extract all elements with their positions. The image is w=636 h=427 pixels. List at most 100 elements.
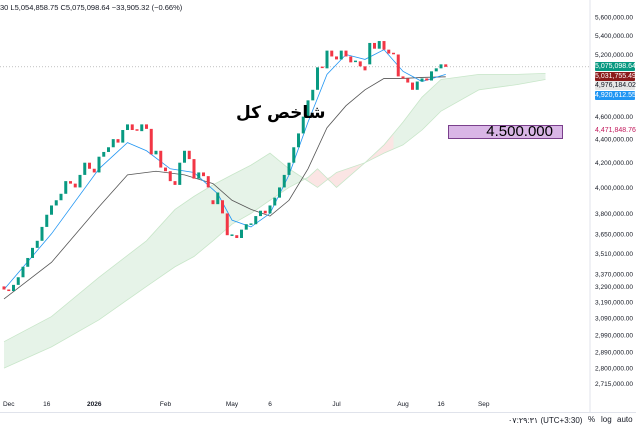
candle <box>263 210 267 214</box>
candle <box>392 52 395 55</box>
candle <box>444 64 448 67</box>
candle <box>35 240 39 248</box>
candle <box>249 223 253 225</box>
candle <box>325 50 329 69</box>
price-tag: 4,920,612.55 <box>595 90 636 100</box>
candle <box>88 162 91 169</box>
chart-canvas[interactable]: 5,600,000.005,400,000.005,200,000.005,00… <box>0 0 636 412</box>
candle <box>373 42 376 49</box>
x-tick-label: Aug <box>397 401 409 408</box>
candle <box>135 129 139 131</box>
candle <box>140 124 144 132</box>
candle <box>154 150 158 155</box>
candle <box>102 151 106 157</box>
candle <box>439 64 443 69</box>
y-tick-label: 4,200,000.00 <box>595 160 633 167</box>
candle <box>268 205 272 214</box>
y-tick-label: 3,290,000.00 <box>595 284 633 291</box>
candle <box>12 284 15 292</box>
auto-scale-button[interactable]: auto <box>617 415 633 424</box>
candle <box>282 174 286 188</box>
candle <box>406 78 410 83</box>
candle <box>401 76 405 79</box>
candle <box>363 66 367 71</box>
candle <box>26 257 30 267</box>
y-tick-label: 5,400,000.00 <box>595 33 633 40</box>
candle <box>173 181 177 185</box>
candle <box>21 266 25 278</box>
candle <box>415 81 419 90</box>
price-tag: 4,976,184.02 <box>595 81 636 91</box>
y-tick-label: 2,890,000.00 <box>595 350 633 357</box>
candle <box>235 235 239 238</box>
candle <box>377 41 381 49</box>
candle <box>121 130 125 143</box>
candle <box>78 174 82 188</box>
candle <box>145 124 148 129</box>
candle <box>411 82 414 90</box>
candle <box>339 50 343 60</box>
candle <box>126 124 129 131</box>
log-scale-button[interactable]: log <box>601 415 612 424</box>
candle <box>16 277 20 285</box>
ohlc-legend: 30 L5,054,858.75 C5,075,098.64 −33,905.3… <box>0 3 183 12</box>
candle <box>206 176 210 188</box>
y-tick-label: 2,715,000.00 <box>595 381 633 388</box>
target-level-box[interactable]: 4.500.000 <box>448 124 563 139</box>
candle <box>221 200 224 214</box>
candle <box>292 147 296 163</box>
candle <box>7 289 11 292</box>
kijun-line <box>3 76 446 300</box>
cloud-span-a <box>3 72 546 343</box>
candle <box>330 50 334 57</box>
candle <box>230 234 234 236</box>
candle <box>430 71 433 81</box>
candle <box>368 42 372 65</box>
candle <box>306 100 310 117</box>
candle <box>297 133 300 148</box>
candle <box>73 183 77 188</box>
candle <box>278 187 281 198</box>
candle <box>211 200 215 205</box>
x-tick-label: 6 <box>268 401 272 408</box>
y-tick-label: 3,510,000.00 <box>595 251 633 258</box>
candle <box>116 139 120 143</box>
candle <box>382 41 386 50</box>
ichimoku-cloud-bearish <box>308 133 394 188</box>
candle <box>149 128 153 155</box>
candle <box>311 89 315 101</box>
candle <box>254 216 258 225</box>
y-tick-label: 4,600,000.00 <box>595 114 633 121</box>
candle <box>64 181 68 194</box>
candle <box>97 156 101 173</box>
x-tick-label: Jul <box>332 401 341 408</box>
candle <box>183 150 186 163</box>
percent-scale-button[interactable]: % <box>588 415 596 424</box>
candle <box>225 213 229 236</box>
candle <box>107 147 110 152</box>
candle <box>244 224 248 230</box>
candle <box>31 247 34 258</box>
y-tick-label: 3,650,000.00 <box>595 231 633 238</box>
price-tag: 4,471,848.76 <box>595 126 636 136</box>
y-tick-label: 4,000,000.00 <box>595 185 633 192</box>
x-tick-label: Dec <box>3 401 15 408</box>
y-tick-label: 2,990,000.00 <box>595 332 633 339</box>
candle <box>187 150 191 160</box>
candle <box>92 168 96 173</box>
timezone-clock[interactable]: ۰۷:۲۹:۳۱ (UTC+3:30) <box>508 416 583 425</box>
y-tick-label: 3,800,000.00 <box>595 211 633 218</box>
candle <box>358 61 362 67</box>
candle <box>396 54 400 77</box>
candle <box>287 162 291 175</box>
candle <box>335 56 338 60</box>
candle <box>320 66 324 69</box>
chart-bottom-toolbar: ۰۷:۲۹:۳۱ (UTC+3:30) % log auto <box>0 412 636 427</box>
x-tick-label: Sep <box>478 401 490 408</box>
x-tick-label: 16 <box>43 401 51 408</box>
candle <box>434 68 438 72</box>
tenkan-line <box>3 49 446 290</box>
y-tick-label: 4,400,000.00 <box>595 137 633 144</box>
candle <box>197 172 201 179</box>
price-tag: 5,075,098.64 <box>595 62 636 72</box>
